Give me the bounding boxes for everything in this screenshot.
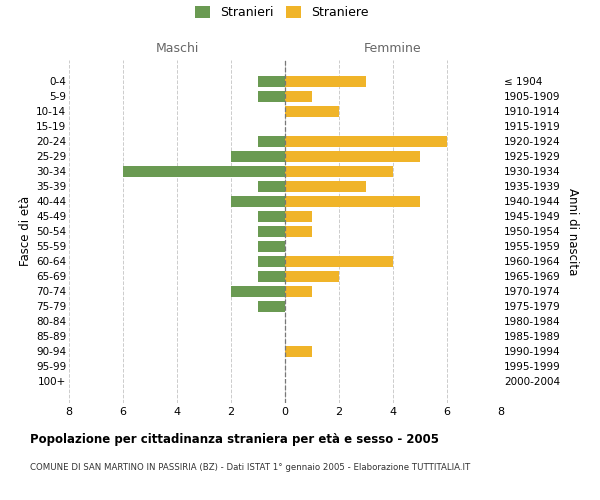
Bar: [258, 226, 285, 237]
Bar: [258, 180, 285, 192]
Text: Popolazione per cittadinanza straniera per età e sesso - 2005: Popolazione per cittadinanza straniera p…: [30, 432, 439, 446]
Bar: [285, 106, 339, 117]
Bar: [285, 210, 312, 222]
Bar: [285, 270, 339, 282]
Text: COMUNE DI SAN MARTINO IN PASSIRIA (BZ) - Dati ISTAT 1° gennaio 2005 - Elaborazio: COMUNE DI SAN MARTINO IN PASSIRIA (BZ) -…: [30, 462, 470, 471]
Bar: [231, 286, 285, 297]
Bar: [285, 346, 312, 357]
Bar: [258, 300, 285, 312]
Bar: [123, 166, 285, 177]
Bar: [258, 76, 285, 87]
Y-axis label: Anni di nascita: Anni di nascita: [566, 188, 579, 275]
Bar: [285, 166, 393, 177]
Bar: [285, 150, 420, 162]
Bar: [231, 150, 285, 162]
Bar: [258, 240, 285, 252]
Bar: [258, 270, 285, 282]
Y-axis label: Fasce di età: Fasce di età: [19, 196, 32, 266]
Text: Femmine: Femmine: [364, 42, 422, 55]
Bar: [285, 286, 312, 297]
Bar: [285, 226, 312, 237]
Bar: [258, 90, 285, 102]
Legend: Stranieri, Straniere: Stranieri, Straniere: [195, 6, 369, 19]
Bar: [285, 90, 312, 102]
Bar: [285, 256, 393, 267]
Bar: [285, 76, 366, 87]
Bar: [285, 136, 447, 147]
Bar: [231, 196, 285, 207]
Bar: [285, 180, 366, 192]
Bar: [258, 256, 285, 267]
Bar: [285, 196, 420, 207]
Bar: [258, 210, 285, 222]
Text: Maschi: Maschi: [155, 42, 199, 55]
Bar: [258, 136, 285, 147]
